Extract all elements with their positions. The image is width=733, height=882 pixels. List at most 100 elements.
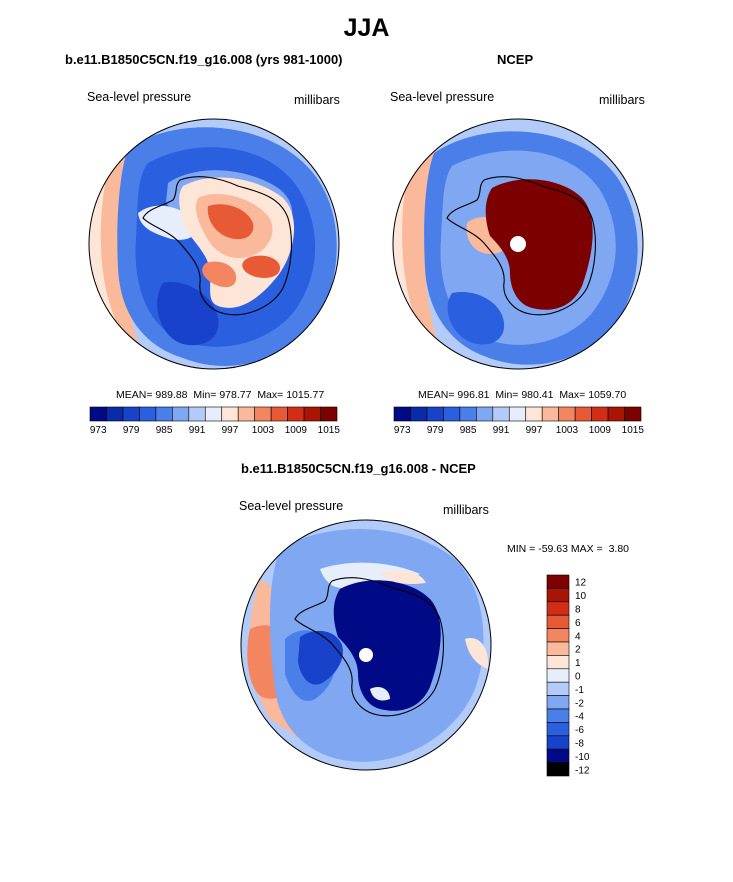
colorbar-tick-label: -10: [575, 752, 590, 763]
panel-1-title: b.e11.B1850C5CN.f19_g16.008 (yrs 981-100…: [65, 52, 343, 67]
colorbar-tick-label: 991: [493, 425, 510, 436]
colorbar-swatch: [188, 406, 206, 422]
panel-3-units: millibars: [443, 503, 489, 517]
panel-1-mean-label: MEAN=: [116, 389, 153, 401]
panel-3-min: -59.63: [538, 543, 568, 555]
panel-2-min-label: Min=: [495, 389, 519, 401]
panel-3-min-label: MIN =: [507, 543, 536, 555]
colorbar-swatch: [546, 628, 570, 643]
panel-1-stats: MEAN= 989.88 Min= 978.77 Max= 1015.77: [116, 389, 324, 401]
colorbar-swatch: [525, 406, 543, 422]
field-high-2: [207, 204, 254, 240]
colorbar-swatch: [270, 406, 288, 422]
field-high-3: [242, 255, 280, 278]
colorbar-tick-label: 997: [526, 425, 543, 436]
colorbar-tick-label: 8: [575, 605, 581, 616]
panel-2-mean: 996.81: [457, 389, 490, 401]
coastline: [446, 176, 596, 316]
page-title: JJA: [343, 14, 390, 42]
colorbar-tick-label: 1015: [318, 425, 341, 436]
colorbar-swatch: [546, 655, 570, 670]
panel-1-min-label: Min=: [193, 389, 217, 401]
colorbar-swatch: [546, 668, 570, 683]
colorbar-swatch: [221, 406, 239, 422]
colorbar-tick-label: -12: [575, 765, 590, 776]
panel-1-max: 1015.77: [286, 389, 325, 401]
colorbar-tick-label: 985: [156, 425, 173, 436]
field-high-4: [202, 261, 237, 288]
map-panel-1: [88, 118, 340, 370]
colorbar-swatch: [546, 614, 570, 629]
panel-3-title: b.e11.B1850C5CN.f19_g16.008 - NCEP: [241, 461, 476, 476]
colorbar-swatch: [122, 406, 140, 422]
colorbar-swatch: [393, 406, 411, 422]
colorbar-tick-label: 0: [575, 672, 581, 683]
colorbar-tick-label: 979: [123, 425, 140, 436]
colorbar-tick-label: 973: [90, 425, 107, 436]
panel-2-variable: Sea-level pressure: [390, 90, 495, 104]
panel-3-max: 3.80: [608, 543, 630, 555]
colorbar-tick-label: -4: [575, 712, 584, 723]
panel-2-mean-label: MEAN=: [418, 389, 455, 401]
colorbar-swatch: [476, 406, 494, 422]
colorbar-swatch: [546, 735, 570, 750]
colorbar-tick-label: 4: [575, 631, 581, 642]
panel-2-stats: MEAN= 996.81 Min= 980.41 Max= 1059.70: [418, 389, 626, 401]
colorbar-swatch: [303, 406, 321, 422]
colorbar-swatch: [443, 406, 461, 422]
panel-1-max-label: Max=: [257, 389, 284, 401]
colorbar-tick-label: 1009: [589, 425, 612, 436]
colorbar-tick-label: 991: [189, 425, 206, 436]
panel-2-max-label: Max=: [559, 389, 586, 401]
colorbar-swatch: [624, 406, 642, 422]
colorbar-swatch: [254, 406, 272, 422]
colorbar-swatch: [546, 762, 570, 777]
colorbar-swatch: [459, 406, 477, 422]
colorbar-tick-label: -6: [575, 725, 584, 736]
colorbar-swatch: [89, 406, 107, 422]
map-border: [88, 118, 340, 370]
colorbar-swatch: [546, 601, 570, 616]
colorbar-swatch: [591, 406, 609, 422]
panel-3-max-label: MAX =: [570, 543, 603, 555]
colorbar-swatch: [546, 641, 570, 656]
panel-1-variable: Sea-level pressure: [87, 90, 192, 104]
colorbar-tick-label: 6: [575, 618, 581, 629]
colorbar-tick-label: -8: [575, 739, 584, 750]
panel-2-min: 980.41: [521, 389, 554, 401]
colorbar-tick-label: 997: [222, 425, 239, 436]
colorbar-tick-label: 1009: [285, 425, 308, 436]
colorbar-tick-label: 985: [460, 425, 477, 436]
field-ring-patch: [320, 562, 420, 589]
colorbar-swatch: [320, 406, 338, 422]
coastline: [294, 577, 444, 717]
colorbar-tick-label: 1: [575, 658, 581, 669]
panel-2-title: NCEP: [497, 52, 534, 67]
field-ocean-deep: [447, 292, 505, 345]
missing-pole-marker: [359, 648, 373, 662]
field-positive-east: [465, 638, 489, 669]
panel-1-units: millibars: [294, 93, 340, 107]
panel-2-max: 1059.70: [588, 389, 627, 401]
colorbar-swatch: [546, 722, 570, 737]
colorbar-panel-1: 973 979 985 991 997 1003 1009 1015: [89, 406, 341, 436]
colorbar-swatch: [546, 695, 570, 710]
colorbar-swatch: [237, 406, 255, 422]
colorbar-swatch: [287, 406, 305, 422]
coastline: [142, 176, 292, 316]
colorbar-tick-label: 10: [575, 591, 587, 602]
colorbar-swatch: [155, 406, 173, 422]
colorbar-swatch: [607, 406, 625, 422]
panel-3-variable: Sea-level pressure: [239, 499, 344, 513]
colorbar-panel-2: 973 979 985 991 997 1003 1009 1015: [393, 406, 644, 436]
colorbar-swatch: [541, 406, 559, 422]
colorbar-swatch: [546, 588, 570, 603]
colorbar-swatch: [492, 406, 510, 422]
colorbar-tick-label: -2: [575, 698, 584, 709]
colorbar-swatch: [172, 406, 190, 422]
colorbar-swatch: [546, 681, 570, 696]
field-continent: [333, 580, 441, 711]
map-panel-3: [240, 519, 492, 771]
colorbar-swatch: [546, 748, 570, 763]
